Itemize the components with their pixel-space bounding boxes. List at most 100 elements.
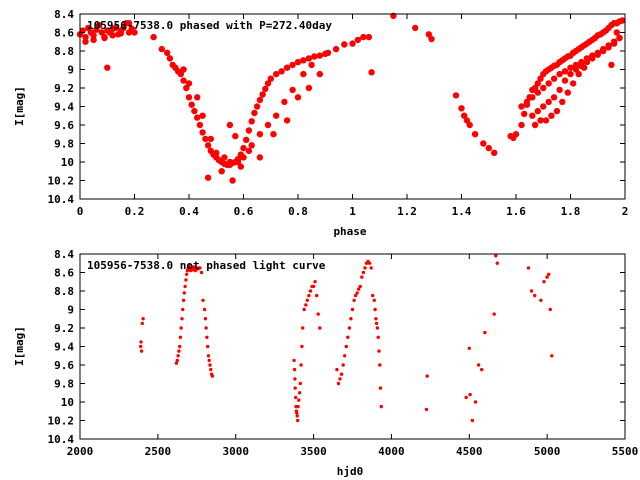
data-point	[196, 121, 204, 129]
data-point	[412, 24, 419, 32]
data-point	[202, 307, 207, 312]
data-point	[178, 344, 182, 349]
data-point	[583, 55, 591, 62]
data-point	[283, 64, 291, 71]
data-point	[467, 346, 471, 350]
data-point	[256, 96, 264, 104]
data-point	[164, 49, 171, 56]
data-point	[324, 49, 332, 56]
x-axis-label-top: phase	[333, 225, 366, 238]
chart-title-bottom: 105956-7538.0 not phased light curve	[87, 259, 326, 272]
data-point	[199, 112, 206, 119]
data-point	[378, 386, 383, 390]
x-tick-label: 1.4	[452, 205, 472, 218]
data-point	[209, 367, 213, 372]
data-point	[104, 64, 111, 71]
y-tick-label: 10.4	[48, 193, 75, 206]
data-point	[354, 36, 362, 44]
data-point	[305, 84, 313, 92]
x-ticks-top: 0 0.2 0.4 0.6 0.8 1 1.2 1.4 1.6 1.8 2	[77, 14, 629, 218]
data-point	[283, 117, 291, 124]
y-tick-label: 8.6	[54, 27, 74, 40]
data-point	[264, 121, 272, 129]
x-tick-label: 3500	[300, 445, 327, 458]
data-point	[567, 70, 574, 78]
data-point	[294, 395, 298, 400]
data-point	[492, 312, 496, 316]
data-point	[461, 112, 468, 119]
data-point	[428, 35, 435, 43]
data-point	[534, 80, 541, 87]
data-point	[529, 112, 536, 119]
y-tick-label: 8.8	[54, 45, 74, 58]
data-point	[117, 30, 125, 37]
data-point	[529, 289, 534, 293]
x-tick-label: 1	[349, 205, 356, 218]
data-point	[305, 298, 309, 302]
data-point	[208, 363, 212, 367]
data-point	[202, 135, 209, 143]
y-tick-label: 8.4	[54, 8, 74, 21]
data-point	[534, 89, 541, 96]
data-point	[537, 117, 544, 124]
data-point	[338, 377, 342, 381]
data-point	[270, 131, 277, 138]
data-point	[619, 17, 626, 24]
data-point	[176, 354, 180, 358]
data-point	[425, 31, 432, 38]
data-point	[533, 293, 537, 298]
data-point	[464, 395, 468, 400]
data-point	[344, 344, 348, 349]
data-point	[296, 418, 300, 423]
data-point	[256, 131, 264, 138]
data-point	[308, 289, 313, 293]
data-point	[207, 135, 214, 143]
data-point	[101, 33, 108, 41]
data-point	[295, 411, 299, 415]
data-point	[313, 280, 317, 284]
data-point	[139, 349, 144, 353]
data-point	[177, 349, 181, 353]
data-point	[180, 317, 184, 321]
x-tick-label: 2	[622, 205, 629, 218]
data-point	[339, 372, 344, 376]
data-point	[578, 58, 585, 66]
data-point	[542, 117, 550, 124]
data-point	[300, 57, 307, 64]
data-point	[90, 36, 97, 44]
data-point	[175, 358, 179, 363]
y-tick-label: 9.2	[54, 322, 74, 335]
data-point	[221, 154, 228, 161]
data-point	[204, 174, 212, 181]
data-point	[534, 107, 541, 115]
y-tick-label: 10	[61, 396, 74, 409]
data-point	[174, 361, 179, 365]
data-point	[570, 80, 577, 87]
data-point	[458, 105, 465, 112]
data-point	[237, 163, 244, 170]
x-tick-label: 1.6	[506, 205, 526, 218]
data-point	[307, 293, 311, 298]
data-point	[206, 354, 211, 358]
data-point	[218, 168, 225, 175]
data-point	[289, 86, 296, 94]
data-point	[363, 266, 367, 270]
data-point	[125, 29, 133, 36]
data-point	[308, 61, 315, 69]
data-point	[556, 86, 563, 94]
data-point	[185, 80, 193, 87]
data-point	[352, 298, 356, 302]
data-point	[357, 287, 361, 291]
data-point	[316, 52, 323, 59]
data-point	[178, 335, 183, 339]
data-point	[485, 144, 492, 152]
data-point	[613, 29, 620, 36]
chart-title-top: 105956-7538.0 phased with P=272.40day	[87, 19, 332, 32]
data-point	[248, 118, 255, 125]
data-point	[278, 68, 285, 75]
data-point	[346, 335, 350, 339]
data-point	[318, 326, 322, 330]
light-curve-panel: 2000 2500 3000 3500 4000 4500 5000 5500 8.48.68…	[13, 248, 638, 478]
data-point	[374, 317, 378, 321]
data-point	[548, 112, 555, 119]
